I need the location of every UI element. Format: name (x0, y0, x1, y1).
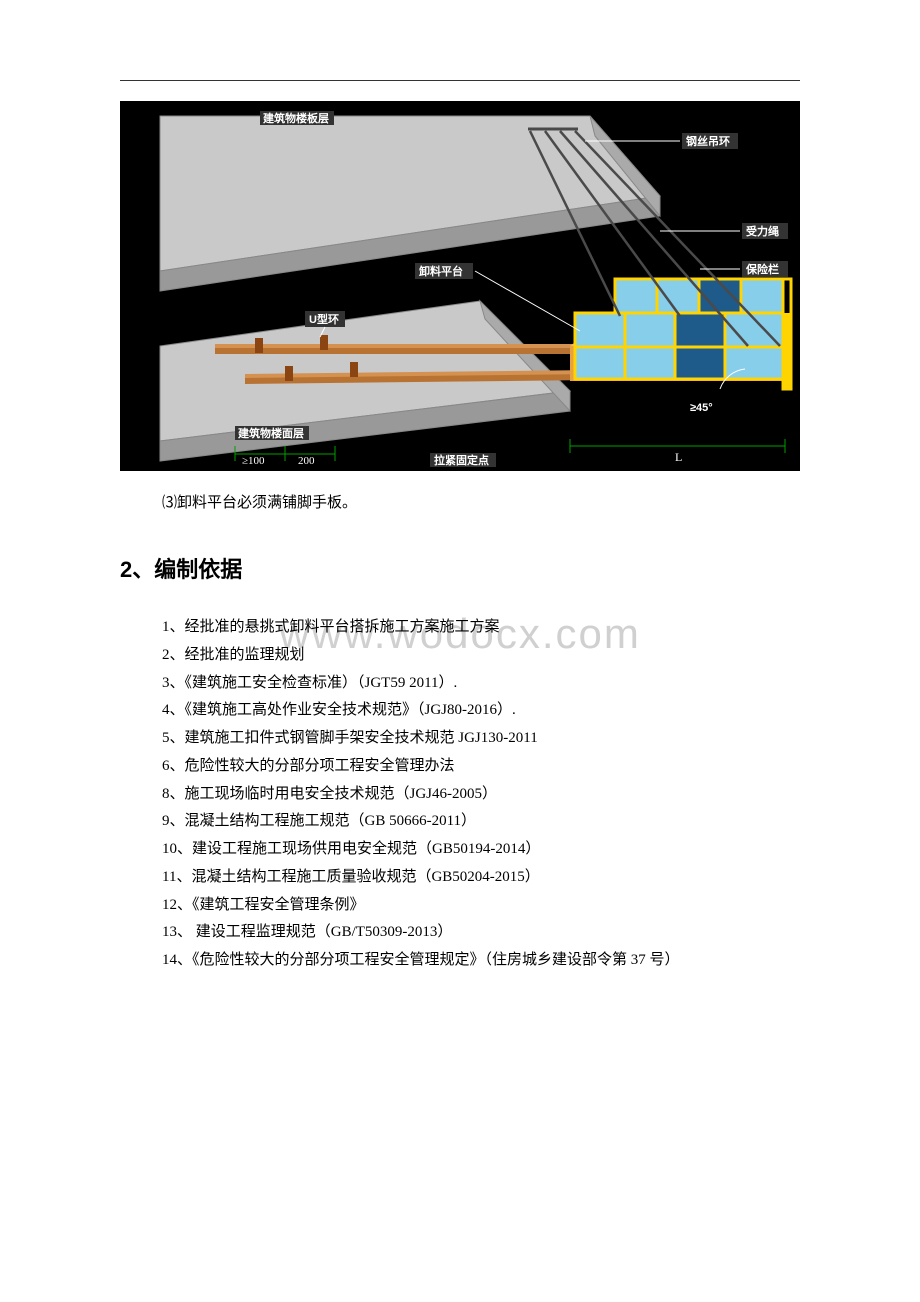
top-slab-label: 建筑物楼板层 (263, 111, 329, 125)
list-item: 10、建设工程施工现场供用电安全规范（GB50194-2014） (162, 836, 800, 864)
angle-label: ≥45° (690, 402, 713, 414)
bottom-slab-label: 建筑物楼面层 (238, 426, 304, 440)
cable-label: 受力绳 (746, 224, 779, 238)
list-item: 12、《建筑工程安全管理条例》 (162, 892, 800, 920)
page-content: 建筑物楼板层 (0, 0, 920, 1035)
header-rule (120, 80, 800, 81)
list-item: 6、危险性较大的分部分项工程安全管理办法 (162, 753, 800, 781)
platform-label: 卸料平台 (419, 264, 463, 278)
list-item: 11、混凝土结构工程施工质量验收规范（GB50204-2015） (162, 864, 800, 892)
list-item: 9、混凝土结构工程施工规范（GB 50666-2011） (162, 808, 800, 836)
diagram-svg: 建筑物楼板层 (120, 101, 800, 471)
list-item: 1、经批准的悬挑式卸料平台搭拆施工方案施工方案 (162, 614, 800, 642)
basis-list: 1、经批准的悬挑式卸料平台搭拆施工方案施工方案 2、经批准的监理规划 3、《建筑… (162, 614, 800, 975)
list-item: 14、《危险性较大的分部分项工程安全管理规定》（住房城乡建设部令第 37 号） (162, 947, 800, 975)
section-heading: 2、编制依据 (120, 552, 800, 584)
rail-label: 保险栏 (745, 262, 779, 276)
ubolt-label: U型环 (309, 312, 339, 326)
diagram-caption: ⑶卸料平台必须满铺脚手板。 (162, 491, 800, 512)
dim2-label: 200 (298, 455, 315, 467)
list-item: 3、《建筑施工安全检查标准）（JGT59 2011）. (162, 670, 800, 698)
dim1-label: ≥100 (242, 455, 265, 467)
list-item: 4、《建筑施工高处作业安全技术规范》（JGJ80-2016）. (162, 697, 800, 725)
list-item: 8、施工现场临时用电安全技术规范（JGJ46-2005） (162, 781, 800, 809)
anchor-label: 拉紧固定点 (434, 453, 489, 467)
length-dim: L (570, 439, 785, 464)
length-label: L (675, 450, 682, 464)
platform-diagram: 建筑物楼板层 (120, 101, 800, 471)
list-item: 5、建筑施工扣件式钢管脚手架安全技术规范 JGJ130-2011 (162, 725, 800, 753)
list-item: 2、经批准的监理规划 (162, 642, 800, 670)
guard-rails (575, 279, 791, 389)
ring-label: 钢丝吊环 (686, 134, 730, 148)
list-item: 13、 建设工程监理规范（GB/T50309-2013） (162, 919, 800, 947)
